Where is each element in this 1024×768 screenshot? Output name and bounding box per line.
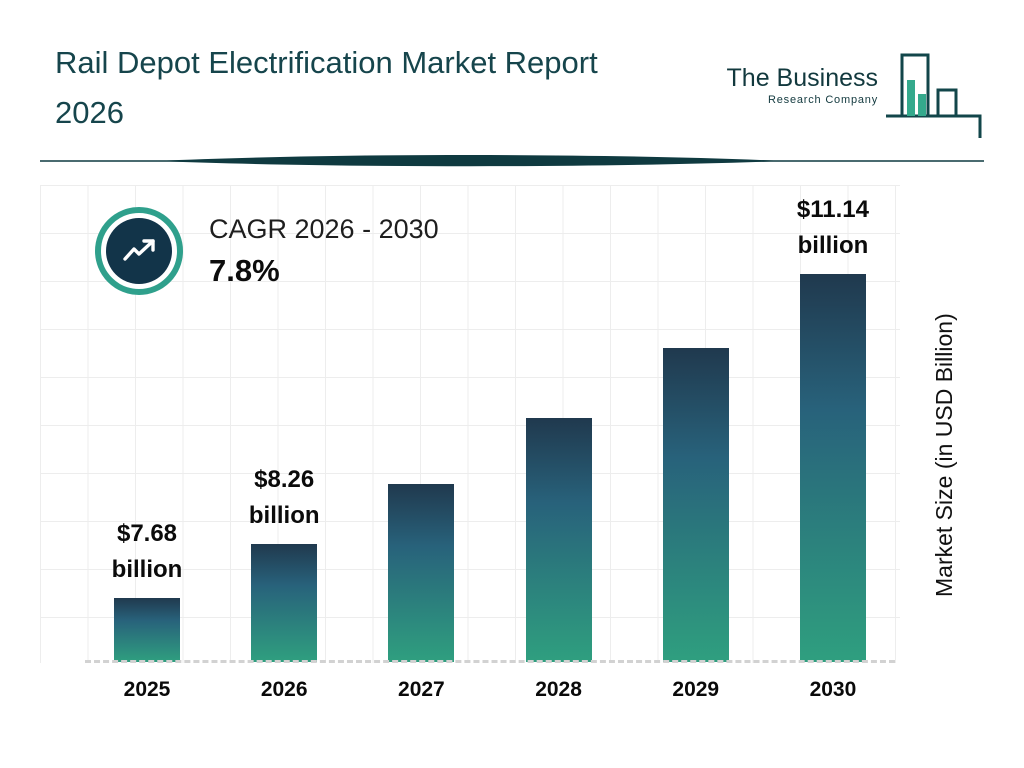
x-axis-label-2027: 2027 (398, 678, 445, 701)
bar-2029 (662, 348, 729, 662)
x-axis-label-2029: 2029 (672, 678, 720, 701)
cagr-label: CAGR 2026 - 2030 (209, 213, 439, 244)
bar-2028 (525, 418, 592, 662)
bars-group: $7.68 billion $8.26 billion $11.14 billion (95, 192, 885, 662)
x-axis-label-2028: 2028 (535, 678, 582, 701)
bar-2026 (251, 544, 318, 662)
cagr-text: CAGR 2026 - 2030 7.8% (209, 213, 439, 289)
logo-subname: Research Company (767, 94, 878, 106)
cagr-ring (95, 207, 183, 295)
company-logo: The Business Research Company (727, 52, 986, 145)
x-axis-labels: 2025 2026 2027 2028 2029 2030 (95, 678, 885, 702)
bar-value-label-2026: $8.26 billion (248, 466, 320, 529)
company-logo-text: The Business Research Company (726, 64, 878, 107)
header: Rail Depot Electrification Market Report… (55, 38, 986, 145)
cagr-value: 7.8% (209, 253, 280, 289)
bar-column-2025: $7.68 billion (95, 516, 199, 662)
logo-name: The Business (726, 64, 878, 92)
bar-column-2027 (369, 484, 473, 662)
bar-column-2030: $11.14 billion (781, 192, 885, 662)
x-axis-label-2030: 2030 (809, 678, 857, 701)
bar-value-label-2030: $11.14 billion (796, 196, 869, 259)
bar-2030 (799, 274, 866, 662)
bar-column-2029 (644, 348, 748, 662)
bar-2025 (114, 598, 180, 662)
bar-column-2028 (507, 418, 611, 662)
x-axis-baseline (85, 660, 895, 663)
page-title-line2: 2026 (55, 94, 124, 130)
plot-area: CAGR 2026 - 2030 7.8% $7.68 billion $8.26 b… (40, 185, 900, 663)
cagr-badge: CAGR 2026 - 2030 7.8% (95, 207, 439, 295)
x-axis-label-2025: 2025 (123, 678, 171, 701)
x-axis-label-2026: 2026 (260, 678, 308, 701)
trend-up-icon (106, 218, 172, 284)
divider-line (40, 155, 984, 167)
bar-value-label-2025: $7.68 billion (111, 520, 183, 583)
logo-bars-icon (882, 52, 986, 145)
bar-2027 (388, 484, 455, 662)
y-axis-label: Market Size (in USD Billion) (931, 313, 957, 597)
page-title: Rail Depot Electrification Market Report… (55, 38, 598, 137)
bar-column-2026: $8.26 billion (232, 462, 336, 662)
page-title-line1: Rail Depot Electrification Market Report (55, 45, 598, 80)
